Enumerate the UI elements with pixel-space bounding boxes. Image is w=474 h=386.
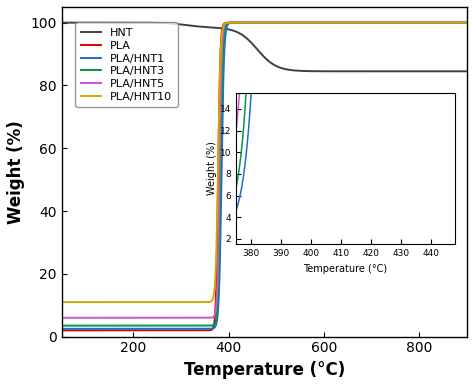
PLA	[299, 20, 304, 25]
PLA/HNT1	[206, 327, 211, 331]
PLA/HNT10	[381, 20, 387, 25]
Line: PLA/HNT3: PLA/HNT3	[62, 23, 467, 326]
HNT	[381, 69, 387, 74]
PLA/HNT10	[79, 300, 85, 305]
Y-axis label: Weight (%): Weight (%)	[7, 120, 25, 223]
PLA/HNT1	[79, 327, 85, 331]
PLA/HNT10	[299, 20, 304, 25]
HNT	[464, 69, 470, 74]
Line: PLA/HNT10: PLA/HNT10	[62, 23, 467, 302]
PLA/HNT10	[317, 20, 322, 25]
Line: HNT: HNT	[62, 23, 467, 71]
PLA/HNT10	[59, 300, 64, 305]
PLA/HNT5	[79, 315, 85, 320]
PLA/HNT10	[206, 300, 211, 304]
PLA	[206, 328, 211, 333]
Line: PLA: PLA	[62, 23, 467, 330]
PLA/HNT3	[260, 20, 265, 25]
PLA/HNT5	[381, 20, 387, 25]
PLA	[317, 20, 322, 25]
HNT	[317, 69, 322, 74]
PLA/HNT1	[265, 20, 271, 25]
HNT	[299, 69, 304, 73]
PLA/HNT1	[381, 20, 387, 25]
PLA/HNT3	[317, 20, 322, 25]
HNT	[359, 69, 365, 74]
PLA/HNT5	[359, 20, 365, 25]
PLA	[79, 328, 85, 333]
Legend: HNT, PLA, PLA/HNT1, PLA/HNT3, PLA/HNT5, PLA/HNT10: HNT, PLA, PLA/HNT1, PLA/HNT3, PLA/HNT5, …	[75, 22, 178, 107]
PLA/HNT1	[464, 20, 470, 25]
PLA/HNT3	[381, 20, 387, 25]
PLA/HNT5	[59, 315, 64, 320]
PLA/HNT1	[299, 20, 304, 25]
PLA/HNT5	[256, 20, 262, 25]
HNT	[79, 20, 85, 25]
PLA/HNT1	[359, 20, 365, 25]
PLA	[59, 328, 64, 333]
PLA/HNT1	[317, 20, 322, 25]
PLA	[359, 20, 365, 25]
X-axis label: Temperature (°C): Temperature (°C)	[184, 361, 345, 379]
PLA/HNT3	[464, 20, 470, 25]
PLA/HNT3	[299, 20, 304, 25]
PLA/HNT10	[359, 20, 365, 25]
PLA	[381, 20, 387, 25]
PLA/HNT10	[464, 20, 470, 25]
PLA/HNT3	[59, 323, 64, 328]
PLA/HNT5	[299, 20, 304, 25]
PLA	[255, 20, 260, 25]
HNT	[206, 25, 211, 30]
Line: PLA/HNT5: PLA/HNT5	[62, 23, 467, 318]
PLA/HNT5	[464, 20, 470, 25]
PLA/HNT3	[359, 20, 365, 25]
PLA/HNT5	[317, 20, 322, 25]
PLA/HNT10	[259, 20, 265, 25]
PLA/HNT3	[79, 323, 85, 328]
PLA/HNT3	[206, 323, 211, 328]
PLA/HNT1	[59, 327, 64, 331]
PLA	[464, 20, 470, 25]
Line: PLA/HNT1: PLA/HNT1	[62, 23, 467, 329]
HNT	[59, 20, 64, 25]
PLA/HNT5	[206, 315, 211, 320]
